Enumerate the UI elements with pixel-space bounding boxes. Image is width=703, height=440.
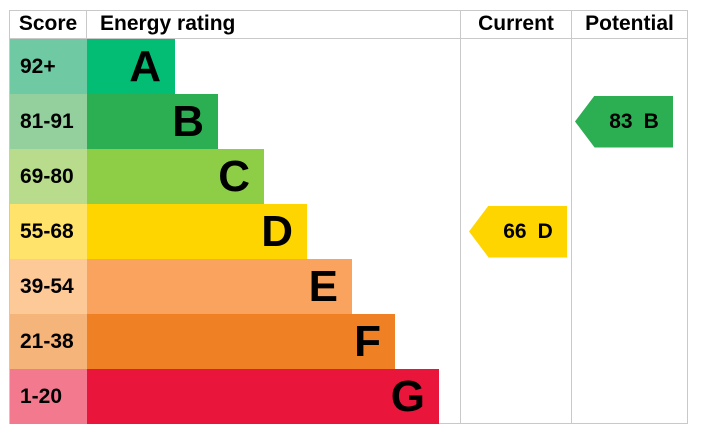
current-rating-arrow: 66 D <box>469 205 567 258</box>
potential-rating-band: B <box>643 109 659 133</box>
band-bar-area: F <box>87 314 460 369</box>
current-column-header: Current <box>460 11 571 38</box>
current-cell <box>460 39 571 94</box>
band-bar: E <box>87 259 352 314</box>
band-letter: E <box>308 261 338 311</box>
band-letter: B <box>172 96 204 146</box>
current-cell <box>460 94 571 149</box>
score-range-label: 92+ <box>10 39 87 94</box>
current-cell <box>460 149 571 204</box>
band-row: 55-68 D 66 D <box>10 204 687 259</box>
band-row: 39-54 E <box>10 259 687 314</box>
table-header: Score Energy rating Current Potential <box>10 11 687 39</box>
potential-cell <box>571 39 687 94</box>
potential-cell <box>571 369 687 424</box>
band-row: 81-91 B 83 B <box>10 94 687 149</box>
current-rating-band: D <box>537 219 553 243</box>
current-rating-value: 66 <box>503 219 527 243</box>
current-cell: 66 D <box>460 204 571 259</box>
band-letter: G <box>390 371 425 421</box>
current-cell <box>460 314 571 369</box>
band-bar: B <box>87 94 218 149</box>
potential-cell: 83 B <box>571 94 687 149</box>
band-bar: C <box>87 149 264 204</box>
score-range-label: 39-54 <box>10 259 87 314</box>
potential-cell <box>571 149 687 204</box>
potential-rating-value: 83 <box>609 109 633 133</box>
band-bar: F <box>87 314 395 369</box>
band-bar: A <box>87 39 175 94</box>
band-bar-area: D <box>87 204 460 259</box>
epc-table: Score Energy rating Current Potential 92… <box>9 10 688 424</box>
band-row: 69-80 C <box>10 149 687 204</box>
potential-cell <box>571 314 687 369</box>
band-bar-area: E <box>87 259 460 314</box>
energy-rating-column-header: Energy rating <box>100 12 236 35</box>
band-letter: A <box>129 41 161 91</box>
score-range-label: 21-38 <box>10 314 87 369</box>
band-bar-area: C <box>87 149 460 204</box>
band-letter: C <box>218 151 250 201</box>
current-cell <box>460 369 571 424</box>
band-row: 21-38 F <box>10 314 687 369</box>
band-letter: D <box>261 206 293 256</box>
score-range-label: 81-91 <box>10 94 87 149</box>
band-row: 1-20 G <box>10 369 687 424</box>
band-row: 92+ A <box>10 39 687 94</box>
band-bar-area: A <box>87 39 460 94</box>
band-letter: F <box>354 316 381 366</box>
potential-column-header: Potential <box>571 11 687 38</box>
score-range-label: 1-20 <box>10 369 87 424</box>
band-bar: D <box>87 204 307 259</box>
current-cell <box>460 259 571 314</box>
score-range-label: 55-68 <box>10 204 87 259</box>
potential-rating-arrow: 83 B <box>575 95 673 148</box>
score-range-label: 69-80 <box>10 149 87 204</box>
band-bar-area: B <box>87 94 460 149</box>
score-column-header: Score <box>10 11 87 38</box>
band-rows: 92+ A 81-91 B 83 B 69-80 C 55-68 <box>10 39 687 424</box>
potential-cell <box>571 204 687 259</box>
band-bar-area: G <box>87 369 460 424</box>
band-bar: G <box>87 369 439 424</box>
potential-cell <box>571 259 687 314</box>
